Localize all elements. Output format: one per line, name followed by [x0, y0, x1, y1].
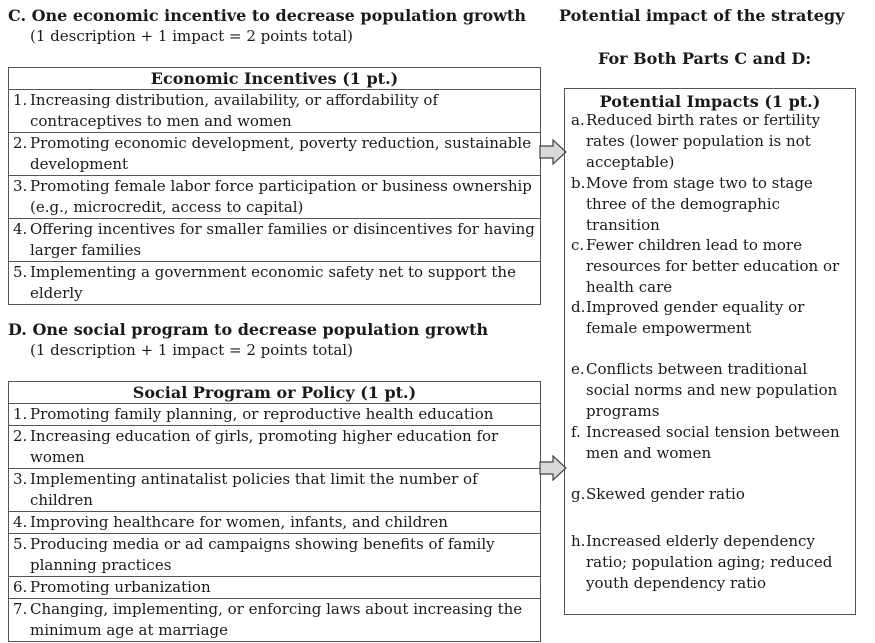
item-text: Implementing a government economic safet… — [30, 263, 516, 302]
item-number: 1. — [13, 405, 28, 423]
social-program-table: Social Program or Policy (1 pt.) 1. Promo… — [8, 381, 541, 642]
item-number: 1. — [13, 91, 28, 109]
table-row: 1. Increasing distribution, availability,… — [8, 89, 541, 133]
item-number: 3. — [13, 470, 28, 488]
list-item: c. Fewer children lead to more resources … — [571, 235, 855, 298]
part-c-scoring: (1 description + 1 impact = 2 points tot… — [30, 27, 353, 45]
item-text: Skewed gender ratio — [586, 485, 745, 503]
item-text: Promoting economic development, poverty … — [30, 134, 532, 173]
table-row: 5. Implementing a government economic saf… — [8, 261, 541, 305]
item-text: Increasing education of girls, promoting… — [30, 427, 499, 466]
arrow-right-icon — [539, 139, 567, 165]
item-letter: a. — [571, 111, 585, 129]
potential-impacts-box: Potential Impacts (1 pt.) a. Reduced birt… — [564, 88, 856, 615]
item-number: 2. — [13, 134, 28, 152]
item-letter: e. — [571, 360, 585, 378]
item-text: Reduced birth rates or fertility rates (… — [586, 111, 821, 171]
item-text: Producing media or ad campaigns showing … — [30, 535, 495, 574]
item-text: Improving healthcare for women, infants,… — [30, 513, 448, 531]
table-row: 2. Increasing education of girls, promoti… — [8, 425, 541, 469]
item-text: Promoting urbanization — [30, 578, 211, 596]
list-item: f. Increased social tension between men a… — [571, 422, 855, 464]
item-text: Promoting family planning, or reproducti… — [30, 405, 494, 423]
item-text: Improved gender equality or female empow… — [586, 298, 805, 337]
table-row: 2. Promoting economic development, povert… — [8, 132, 541, 176]
item-text: Move from stage two to stage three of th… — [586, 174, 813, 234]
impact-heading: Potential impact of the strategy — [559, 6, 845, 25]
list-item: g. Skewed gender ratio — [571, 484, 855, 505]
table-row: 3. Promoting female labor force participa… — [8, 175, 541, 219]
item-text: Conflicts between traditional social nor… — [586, 360, 838, 420]
item-text: Increased elderly dependency ratio; popu… — [586, 532, 833, 592]
item-letter: c. — [571, 236, 585, 254]
table-row: 5. Producing media or ad campaigns showin… — [8, 533, 541, 577]
list-item: e. Conflicts between traditional social n… — [571, 359, 855, 422]
item-text: Promoting female labor force participati… — [30, 177, 532, 216]
item-number: 3. — [13, 177, 28, 195]
table-row: 1. Promoting family planning, or reproduc… — [8, 403, 541, 426]
table-row: 4. Improving healthcare for women, infant… — [8, 511, 541, 534]
item-letter: f. — [571, 423, 581, 441]
list-item: h. Increased elderly dependency ratio; po… — [571, 531, 855, 594]
item-letter: h. — [571, 532, 586, 550]
item-text: Increased social tension between men and… — [586, 423, 840, 462]
item-number: 4. — [13, 513, 28, 531]
item-number: 6. — [13, 578, 28, 596]
list-item: d. Improved gender equality or female emp… — [571, 297, 855, 339]
potential-impacts-title: Potential Impacts (1 pt.) — [599, 92, 821, 111]
item-text: Offering incentives for smaller families… — [30, 220, 535, 259]
item-text: Increasing distribution, availability, o… — [30, 91, 439, 130]
impact-subheading: For Both Parts C and D: — [598, 49, 812, 68]
economic-incentives-header: Economic Incentives (1 pt.) — [8, 67, 541, 90]
economic-incentives-table: Economic Incentives (1 pt.) 1. Increasing… — [8, 67, 541, 305]
item-text: Fewer children lead to more resources fo… — [586, 236, 840, 296]
item-letter: g. — [571, 485, 586, 503]
list-item: a. Reduced birth rates or fertility rates… — [571, 110, 855, 173]
table-row: 7. Changing, implementing, or enforcing l… — [8, 598, 541, 642]
item-number: 4. — [13, 220, 28, 238]
item-letter: b. — [571, 174, 586, 192]
part-d-scoring: (1 description + 1 impact = 2 points tot… — [30, 341, 353, 359]
item-number: 5. — [13, 263, 28, 281]
item-number: 7. — [13, 600, 28, 618]
item-number: 2. — [13, 427, 28, 445]
item-text: Changing, implementing, or enforcing law… — [30, 600, 523, 639]
table-row: 3. Implementing antinatalist policies tha… — [8, 468, 541, 512]
item-text: Implementing antinatalist policies that … — [30, 470, 478, 509]
item-letter: d. — [571, 298, 586, 316]
social-program-header: Social Program or Policy (1 pt.) — [8, 381, 541, 404]
table-row: 6. Promoting urbanization — [8, 576, 541, 599]
list-item: b. Move from stage two to stage three of … — [571, 173, 855, 236]
table-row: 4. Offering incentives for smaller famili… — [8, 218, 541, 262]
item-number: 5. — [13, 535, 28, 553]
arrow-right-icon — [539, 455, 567, 481]
part-c-heading: C. One economic incentive to decrease po… — [8, 6, 526, 25]
part-d-heading: D. One social program to decrease popula… — [8, 320, 489, 339]
